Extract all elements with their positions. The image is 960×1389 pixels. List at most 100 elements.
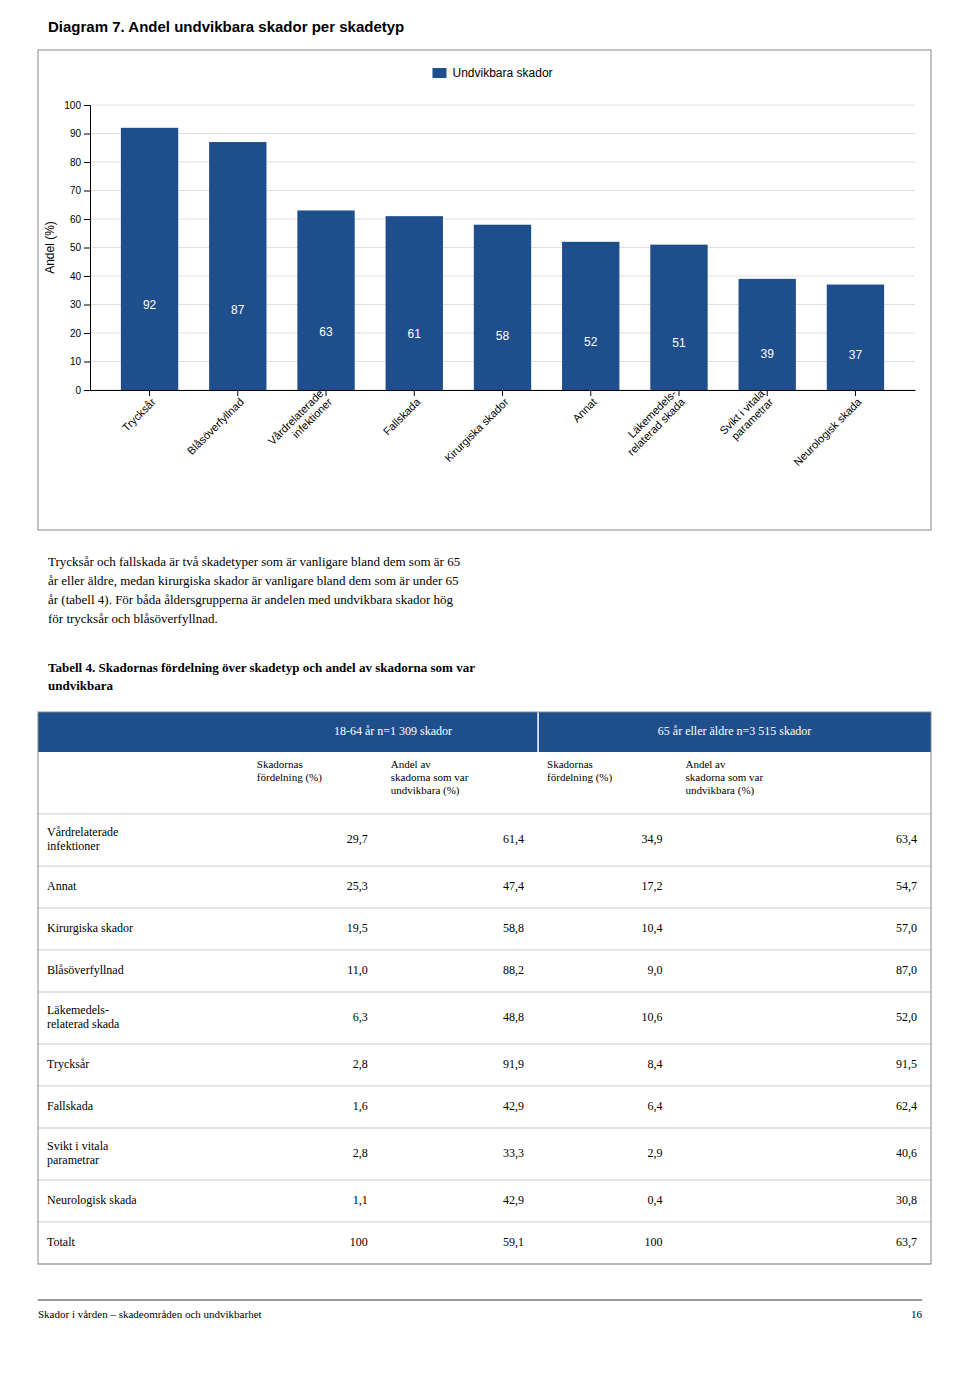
- table-cell: 52,0: [896, 1010, 917, 1024]
- grid-line: [90, 105, 915, 106]
- text-line: skadorna som var: [685, 771, 763, 783]
- text-line: Totalt: [47, 1235, 75, 1249]
- x-tick-mark: [767, 390, 768, 396]
- y-tick-mark: [84, 390, 90, 391]
- y-tick: 90: [70, 128, 90, 139]
- grid: [90, 105, 915, 390]
- bar: [121, 128, 178, 390]
- y-tick-mark: [84, 134, 90, 135]
- table-cell: 2,8: [353, 1146, 368, 1160]
- y-axis-title: Andel (%): [43, 221, 57, 274]
- table-cell: 30,8: [896, 1193, 917, 1207]
- table-cell: 88,2: [503, 963, 524, 977]
- text-line: undvikbara (%): [391, 784, 460, 797]
- y-tick-label: 100: [64, 100, 81, 111]
- x-tick-mark: [326, 390, 327, 396]
- y-tick-mark: [84, 333, 90, 334]
- table-cell: 33,3: [503, 1146, 524, 1160]
- y-axis-line: [84, 106, 91, 391]
- table-cell: 8,4: [647, 1057, 662, 1071]
- table-row-border: [38, 866, 931, 867]
- x-tick-mark: [502, 390, 503, 396]
- data-label: 58: [496, 329, 510, 343]
- legend: Undvikbara skador: [433, 66, 553, 80]
- table-cell: 6,4: [647, 1099, 662, 1113]
- bar: [297, 210, 354, 390]
- table-cell: 61,4: [503, 832, 524, 846]
- x-tick-label: Trycksår: [120, 395, 158, 433]
- table-cell: 25,3: [347, 879, 368, 893]
- table-column-header: Andel avskadorna som varundvikbara (%): [391, 758, 469, 797]
- table-cell: 0,4: [647, 1193, 662, 1207]
- footer-rule: [38, 1300, 922, 1301]
- table-cell: 47,4: [503, 879, 524, 893]
- text-line: Kirurgiska skador: [47, 921, 133, 935]
- table-title-line: Tabell 4. Skadornas fördelning över skad…: [48, 660, 475, 675]
- table-cell: 34,9: [641, 832, 662, 846]
- y-tick: 80: [70, 157, 90, 168]
- legend-swatch: [433, 68, 447, 78]
- text-line: undvikbara (%): [685, 784, 754, 797]
- x-tick-label: Kirurgiska skador: [442, 395, 511, 464]
- bar: [562, 242, 619, 390]
- table-cell: 17,2: [641, 879, 662, 893]
- x-tick: Läkemedels-relaterad skada: [616, 386, 687, 457]
- x-axis: Trycksår Blåsöverfyllnad Vårdrelateradeinf…: [91, 386, 916, 468]
- x-tick: Svikt i vitalaparametrar: [717, 386, 776, 445]
- y-tick: 40: [70, 271, 90, 282]
- text-line: infektioner: [290, 395, 335, 440]
- y-tick: 10: [70, 356, 90, 367]
- paragraph-line: för trycksår och blåsöverfyllnad.: [48, 611, 218, 626]
- table-cell: 19,5: [347, 921, 368, 935]
- x-tick: Neurologisk skada: [791, 390, 864, 468]
- y-tick-label: 40: [70, 271, 82, 282]
- y-tick-label: 70: [70, 185, 82, 196]
- data-label: 63: [319, 325, 333, 339]
- y-tick-label: 60: [70, 214, 82, 225]
- y-tick-label: 90: [70, 128, 82, 139]
- x-tick-label: Läkemedels-relaterad skada: [616, 386, 687, 457]
- text-line: Andel av: [685, 758, 726, 770]
- text-line: Vårdrelaterade: [47, 825, 118, 839]
- y-tick-mark: [84, 276, 90, 277]
- x-tick-mark: [855, 390, 856, 396]
- table-row-border: [38, 814, 931, 815]
- table-row-label: Annat: [47, 879, 77, 893]
- x-tick: Blåsöverfyllnad: [185, 390, 246, 457]
- x-tick-label: Neurologisk skada: [791, 395, 864, 468]
- bar: [650, 245, 707, 390]
- y-tick-label: 10: [70, 356, 82, 367]
- x-tick: Trycksår: [120, 390, 158, 434]
- text-line: Blåsöverfyllnad: [185, 396, 246, 457]
- text-line: parametrar: [47, 1153, 99, 1167]
- table-header-bg: [38, 712, 931, 752]
- y-tick: 70: [70, 185, 90, 196]
- x-tick-label: Fallskada: [381, 395, 423, 437]
- table-row-label: Blåsöverfyllnad: [47, 963, 124, 977]
- x-tick: Vårdrelateradeinfektioner: [266, 387, 335, 456]
- table-cell: 87,0: [896, 963, 917, 977]
- x-tick-mark: [414, 390, 415, 396]
- text-line: relaterad skada: [47, 1017, 120, 1031]
- table-row-label: Vårdrelateradeinfektioner: [47, 825, 118, 853]
- table-row-label: Fallskada: [47, 1099, 94, 1113]
- y-axis: 0102030405060708090100: [64, 100, 90, 396]
- table-cell: 62,4: [896, 1099, 917, 1113]
- table-cell: 10,4: [641, 921, 662, 935]
- bar: [386, 216, 443, 390]
- text-line: Fallskada: [381, 395, 423, 437]
- table-cell: 42,9: [503, 1099, 524, 1113]
- data-label: 39: [761, 347, 775, 361]
- y-tick-mark: [84, 305, 90, 306]
- text-line: Trycksår: [47, 1057, 89, 1071]
- table-cell: 63,7: [896, 1235, 917, 1249]
- table-row-border: [38, 1086, 931, 1087]
- table-cell: 40,6: [896, 1146, 917, 1160]
- bar: [827, 285, 884, 390]
- text-line: Neurologisk skada: [791, 395, 864, 468]
- table-row-label: Läkemedels-relaterad skada: [47, 1003, 120, 1031]
- y-tick-label: 30: [70, 299, 82, 310]
- text-line: Skadornas: [547, 758, 593, 770]
- table-column-header: Andel avskadorna som varundvikbara (%): [685, 758, 763, 797]
- y-tick: 50: [70, 242, 90, 253]
